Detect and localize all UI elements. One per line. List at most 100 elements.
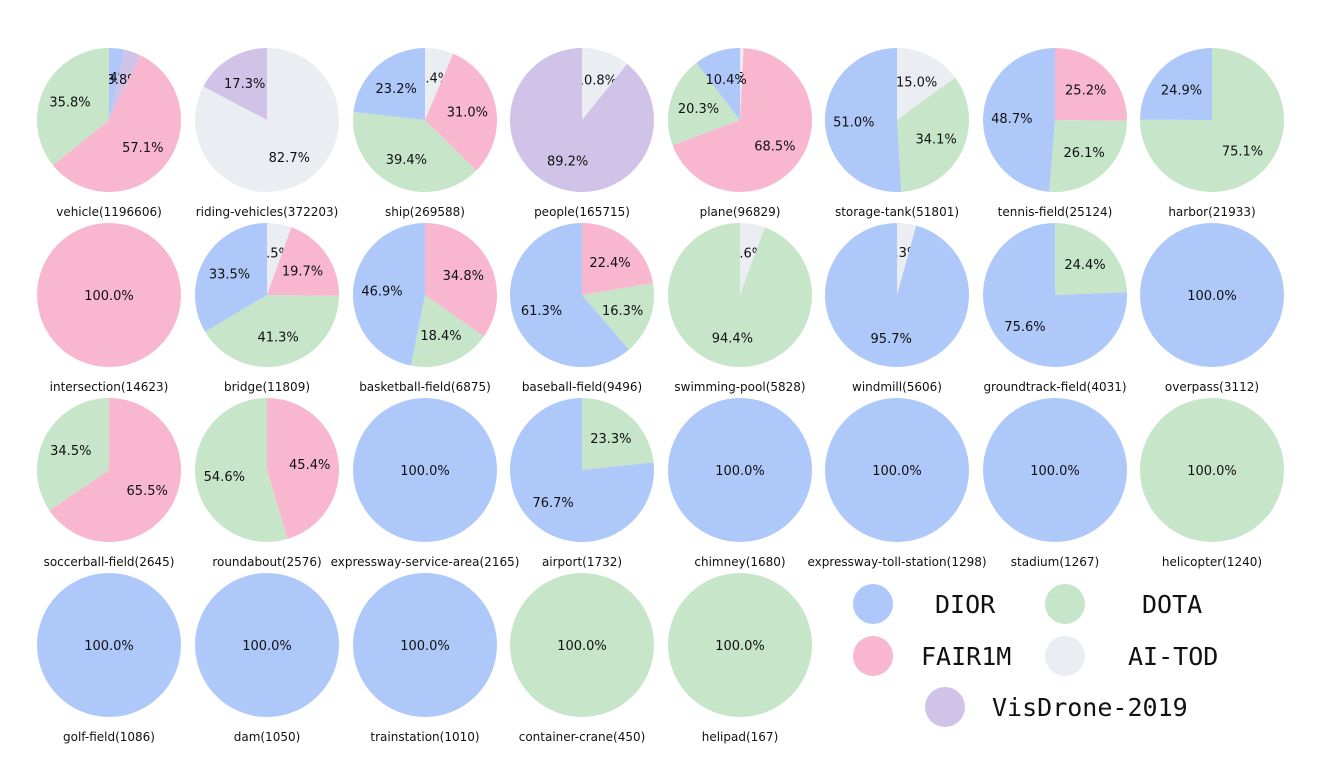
pct-label-windmill-dior: 95.7%	[871, 332, 912, 347]
pct-label-bridge-fair1m: 19.7%	[282, 264, 323, 279]
pct-label-people-visdrone-2019: 89.2%	[547, 155, 588, 170]
pct-label-vehicle-fair1m: 57.1%	[122, 141, 163, 156]
pie-trainstation: 100.0% trainstation(1010)	[353, 573, 497, 744]
slice-bridge-dior	[195, 223, 267, 332]
pct-label-roundabout-fair1m: 45.4%	[289, 458, 330, 473]
pct-label-bridge-dota: 41.3%	[257, 331, 298, 346]
pct-label-soccerball-field-dota: 34.5%	[50, 444, 91, 459]
pct-label-harbor-dota: 75.1%	[1222, 145, 1263, 160]
slice-chimney-dior	[668, 398, 812, 542]
pie-storage-tank: 15.0% 34.1% 51.0% storage-tank(51801)	[824, 47, 970, 219]
legend-item-fair1m: FAIR1M	[853, 636, 1011, 676]
slice-expressway-toll-station-dior	[825, 398, 969, 542]
slice-swimming-pool-dota	[667, 223, 812, 367]
pct-label-plane-dior: 10.4%	[705, 73, 746, 88]
slice-roundabout-dota	[194, 398, 288, 542]
pie-people: 10.8% 89.2% people(165715)	[509, 47, 654, 219]
pie-chimney: 100.0% chimney(1680)	[668, 398, 812, 569]
pct-label-overpass-dior: 100.0%	[1187, 289, 1237, 304]
pct-label-ship-fair1m: 31.0%	[447, 106, 488, 121]
legend-item-dota: DOTA	[1045, 584, 1202, 624]
slice-airport-dota	[582, 398, 654, 470]
pie-title-harbor: harbor(21933)	[1168, 205, 1255, 219]
slice-windmill-ai-tod	[897, 223, 917, 295]
slice-baseball-field-dota	[582, 283, 654, 350]
pie-title-soccerball-field: soccerball-field(2645)	[44, 555, 175, 569]
pie-title-container-crane: container-crane(450)	[519, 730, 646, 744]
pct-label-baseball-field-dior: 61.3%	[521, 304, 562, 319]
pie-title-basketball-field: basketball-field(6875)	[359, 380, 491, 394]
pie-title-tennis-field: tennis-field(25124)	[998, 205, 1113, 219]
legend-item-visdrone-2019: VisDrone-2019	[925, 687, 1188, 727]
legend-swatch-fair1m	[853, 636, 893, 676]
pie-title-chimney: chimney(1680)	[694, 555, 785, 569]
legend-swatch-dota	[1045, 584, 1085, 624]
pie-title-windmill: windmill(5606)	[852, 380, 942, 394]
slice-golf-field-dior	[37, 573, 181, 717]
pct-label-roundabout-dota: 54.6%	[204, 470, 245, 485]
slice-intersection-fair1m	[37, 223, 181, 367]
pie-title-stadium: stadium(1267)	[1011, 555, 1099, 569]
slice-tennis-field-dota	[1049, 120, 1127, 192]
pct-label-riding-vehicles-ai-tod: 82.7%	[269, 151, 310, 166]
pie-title-expressway-toll-station: expressway-toll-station(1298)	[807, 555, 986, 569]
slice-bridge-fair1m	[267, 227, 339, 296]
slice-container-crane-dota	[510, 573, 654, 717]
slice-windmill-dior	[825, 223, 970, 368]
pct-label-ship-dota: 39.4%	[386, 153, 427, 168]
pct-label-storage-tank-dior: 51.0%	[833, 115, 874, 130]
pie-swimming-pool: 5.6%94.4%swimming-pool(5828)	[667, 223, 812, 394]
legend-label-dior: DIOR	[935, 589, 996, 619]
pie-title-storage-tank: storage-tank(51801)	[835, 205, 959, 219]
pie-title-intersection: intersection(14623)	[50, 380, 169, 394]
pie-harbor: 75.1% 24.9% harbor(21933)	[1139, 47, 1284, 219]
pie-roundabout: 45.4% 54.6% roundabout(2576)	[194, 398, 339, 569]
slice-people-visdrone-2019	[509, 47, 654, 192]
slice-harbor-dior	[1140, 47, 1212, 120]
pie-airport: 23.3% 76.7% airport(1732)	[510, 398, 655, 569]
pie-vehicle: 3.4%3.8%57.1%35.8%vehicle(1196606)	[36, 48, 182, 219]
slice-people-ai-tod	[582, 48, 628, 120]
slice-airport-dior	[510, 398, 655, 542]
legend-item-dior: DIOR	[853, 584, 995, 624]
pct-label-intersection-fair1m: 100.0%	[84, 289, 134, 304]
slice-soccerball-field-dota	[36, 398, 110, 511]
pie-soccerball-field: 65.5% 34.5% soccerball-field(2645)	[36, 398, 181, 569]
pct-label-chimney-dior: 100.0%	[715, 464, 765, 479]
pct-label-tennis-field-dior: 48.7%	[991, 112, 1032, 127]
legend-label-visdrone-2019: VisDrone-2019	[992, 692, 1188, 722]
pie-overpass: 100.0% overpass(3112)	[1140, 223, 1284, 394]
pie-dam: 100.0% dam(1050)	[195, 573, 339, 744]
slice-dam-dior	[195, 573, 339, 717]
slice-vehicle-fair1m	[52, 55, 182, 193]
slice-basketball-field-dior	[352, 223, 425, 366]
slice-riding-vehicles-ai-tod	[194, 48, 339, 192]
pie-expressway-service-area: 100.0% expressway-service-area(2165)	[331, 398, 519, 569]
slice-storage-tank-dota	[897, 77, 970, 192]
pct-label-helicopter-dota: 100.0%	[1187, 464, 1237, 479]
pie-expressway-toll-station: 100.0% expressway-toll-station(1298)	[807, 398, 987, 569]
slice-ship-fair1m	[425, 53, 498, 171]
pie-title-ship: ship(269588)	[385, 205, 465, 219]
pie-windmill: 4.3%95.7%windmill(5606)	[825, 223, 970, 394]
pie-title-golf-field: golf-field(1086)	[63, 730, 155, 744]
slice-riding-vehicles-visdrone-2019	[203, 48, 267, 120]
pct-label-storage-tank-dota: 34.1%	[915, 132, 956, 147]
slice-baseball-field-fair1m	[582, 223, 654, 295]
pct-label-plane-dota: 20.3%	[678, 102, 719, 117]
slice-ship-dior	[353, 48, 425, 120]
pie-title-riding-vehicles: riding-vehicles(372203)	[196, 205, 339, 219]
pie-stadium: 100.0% stadium(1267)	[983, 398, 1127, 569]
pie-helicopter: 100.0% helicopter(1240)	[1140, 398, 1284, 569]
pie-title-groundtrack-field: groundtrack-field(4031)	[983, 380, 1126, 394]
legend-label-fair1m: FAIR1M	[921, 641, 1012, 671]
pie-title-vehicle: vehicle(1196606)	[56, 205, 162, 219]
pie-title-people: people(165715)	[534, 205, 630, 219]
slice-helipad-dota	[668, 573, 812, 717]
slice-tennis-field-dior	[983, 48, 1055, 192]
pct-label-groundtrack-field-dior: 75.6%	[1004, 320, 1045, 335]
legend-item-ai-tod: AI-TOD	[1045, 636, 1218, 676]
pct-label-airport-dota: 23.3%	[590, 432, 631, 447]
pct-label-basketball-field-fair1m: 34.8%	[443, 269, 484, 284]
